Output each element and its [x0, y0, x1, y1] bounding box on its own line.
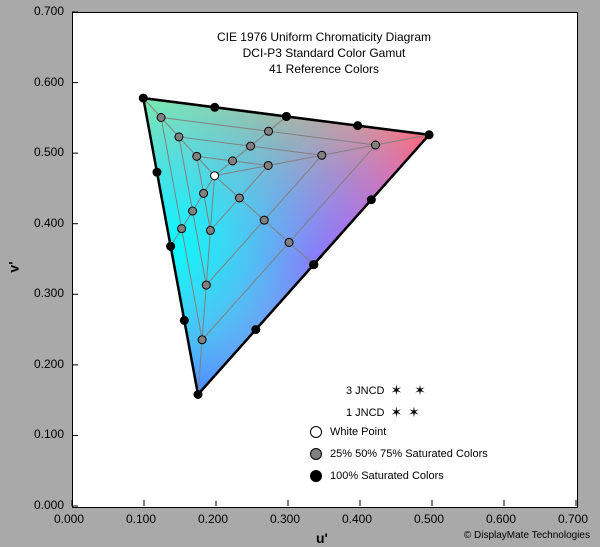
x-tick-label: 0.200 [198, 512, 228, 526]
x-tick-label: 0.500 [414, 512, 444, 526]
chart-title-line: 41 Reference Colors [72, 62, 576, 76]
legend-label: 1 JNCD [346, 407, 385, 419]
y-tick-label: 0.100 [34, 427, 64, 441]
footer-credit: © DisplayMate Technologies [464, 530, 590, 541]
legend-row: 3 JNCD ✶ ✶ [310, 382, 430, 399]
y-axis-label: v' [6, 261, 22, 272]
legend-marker-icon [310, 448, 322, 460]
legend-label: 25% 50% 75% Saturated Colors [330, 448, 488, 460]
chart-canvas: CIE 1976 Uniform Chromaticity Diagram DCI… [0, 0, 600, 547]
x-tick-label: 0.700 [558, 512, 588, 526]
legend-row: 100% Saturated Colors [310, 470, 444, 482]
x-tick-label: 0.000 [54, 512, 84, 526]
legend-row: White Point [310, 426, 386, 438]
legend-row: 1 JNCD ✶ ✶ [310, 404, 421, 421]
legend-label: 3 JNCD [346, 385, 385, 397]
y-tick-label: 0.500 [34, 145, 64, 159]
x-tick-label: 0.600 [486, 512, 516, 526]
y-tick-label: 0.700 [34, 4, 64, 18]
y-tick-label: 0.200 [34, 357, 64, 371]
legend-marker-icon [310, 426, 322, 438]
chart-svg [0, 0, 600, 547]
y-tick-label: 0.300 [34, 286, 64, 300]
legend-label: 100% Saturated Colors [330, 470, 444, 482]
y-tick-label: 0.600 [34, 75, 64, 89]
legend-jncd-dash-icon: ✶ ✶ [391, 382, 430, 399]
y-tick-label: 0.400 [34, 216, 64, 230]
x-tick-label: 0.300 [270, 512, 300, 526]
x-tick-label: 0.100 [126, 512, 156, 526]
chart-title-line: CIE 1976 Uniform Chromaticity Diagram [72, 30, 576, 44]
chart-title-line: DCI-P3 Standard Color Gamut [72, 46, 576, 60]
legend-label: White Point [330, 426, 386, 438]
legend-jncd-dash-icon: ✶ ✶ [391, 404, 421, 421]
x-tick-label: 0.400 [342, 512, 372, 526]
legend-row: 25% 50% 75% Saturated Colors [310, 448, 488, 460]
y-tick-label: 0.000 [34, 498, 64, 512]
x-axis-label: u' [316, 530, 328, 546]
legend-marker-icon [310, 470, 322, 482]
